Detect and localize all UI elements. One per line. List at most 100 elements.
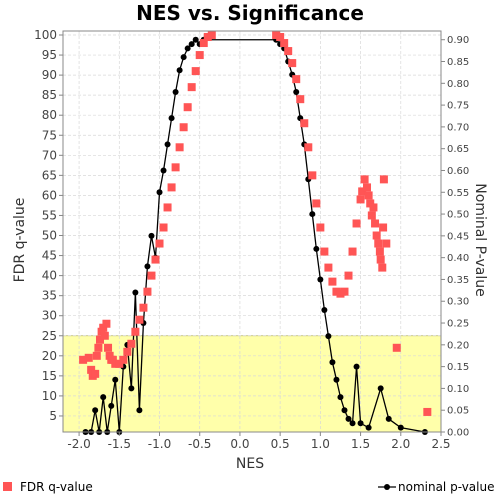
fdr-qvalue-point: [382, 239, 391, 248]
fdr-qvalue-point: [375, 247, 384, 256]
legend-pvalue-marker: [384, 484, 390, 490]
fdr-qvalue-point: [171, 163, 180, 172]
nominal-pvalue-point: [92, 407, 99, 414]
x-tick-label: 1.5: [351, 437, 370, 451]
y-right-tick-label: 0.10: [447, 384, 469, 395]
y-left-tick-label: 20: [42, 349, 57, 363]
y-right-tick-label: 0.80: [447, 79, 469, 90]
fdr-qvalue-point: [367, 211, 376, 220]
y-left-axis-ticks: 5 10 15 20 25 30 35 40 45 50 55 60 65 70 75 80 85 90 95 100: [34, 28, 63, 423]
fdr-qvalue-point: [369, 203, 378, 212]
fdr-qvalue-point: [423, 407, 432, 416]
y-right-tick-label: 0.20: [447, 340, 469, 351]
y-left-tick-label: 50: [42, 229, 57, 243]
x-tick-label: -0.5: [188, 437, 211, 451]
fdr-qvalue-point: [123, 347, 132, 356]
fdr-qvalue-point: [111, 359, 120, 368]
fdr-qvalue-point: [115, 359, 124, 368]
nominal-pvalue-point: [397, 424, 404, 431]
fdr-qvalue-point: [348, 247, 357, 256]
y-right-tick-label: 0.40: [447, 253, 469, 264]
y-right-tick-label: 0.15: [447, 362, 469, 373]
nominal-pvalue-point: [176, 67, 183, 74]
y-right-tick-label: 0.90: [447, 35, 469, 46]
y-right-tick-label: 0.65: [447, 144, 469, 155]
y-left-tick-label: 75: [42, 128, 57, 142]
fdr-qvalue-point: [207, 31, 216, 40]
x-tick-label: -1.0: [148, 437, 171, 451]
fdr-qvalue-point: [392, 343, 401, 352]
y-left-tick-label: 15: [42, 369, 57, 383]
fdr-qvalue-point: [378, 263, 387, 272]
nominal-pvalue-point: [192, 36, 199, 43]
fdr-qvalue-point: [108, 355, 117, 364]
nominal-pvalue-point: [293, 89, 300, 96]
nominal-pvalue-point: [341, 407, 348, 414]
fdr-qvalue-point: [288, 59, 297, 68]
legend-fdr-swatch: [3, 482, 12, 491]
fdr-qvalue-point: [97, 327, 106, 336]
fdr-qvalue-point: [296, 95, 305, 104]
y-left-tick-label: 60: [42, 188, 57, 202]
legend-fdr-label: FDR q-value: [20, 480, 93, 494]
x-axis-label: NES: [236, 456, 264, 472]
fdr-qvalue-point: [127, 339, 136, 348]
fdr-qvalue-point: [374, 239, 383, 248]
nominal-pvalue-point: [333, 376, 340, 383]
y-right-tick-label: 0.60: [447, 166, 469, 177]
nominal-pvalue-point: [132, 289, 139, 296]
fdr-qvalue-point: [332, 287, 341, 296]
fdr-qvalue-point: [371, 219, 380, 228]
nominal-pvalue-point: [353, 363, 360, 370]
fdr-qvalue-point: [195, 51, 204, 60]
fdr-qvalue-point: [328, 277, 337, 286]
plot-border: [62, 30, 442, 433]
y-right-axis-label: Nominal P-value: [472, 183, 488, 296]
fdr-qvalue-point: [167, 183, 176, 192]
nominal-pvalue-point: [164, 141, 171, 148]
fdr-qvalue-point: [308, 171, 317, 180]
fdr-qvalue-point: [151, 255, 160, 264]
y-right-axis-ticks: 0.00 0.05 0.10 0.15 0.20 0.25 0.30 0.35 0.40 0.45…: [441, 35, 469, 439]
y-right-tick-label: 0.30: [447, 297, 469, 308]
nominal-pvalue-point: [337, 394, 344, 401]
fdr-qvalue-point: [272, 31, 281, 40]
x-tick-label: 2.5: [431, 437, 450, 451]
fdr-qvalue-point: [91, 369, 100, 378]
x-tick-label: 0.0: [230, 437, 249, 451]
nominal-pvalue-point: [108, 402, 115, 409]
fdr-qvalue-point: [352, 219, 361, 228]
nominal-pvalue-point: [345, 415, 352, 422]
nominal-pvalue-point: [357, 420, 364, 427]
fdr-qvalue-point: [199, 39, 208, 48]
fdr-qvalue-point: [135, 315, 144, 324]
y-left-tick-label: 45: [42, 249, 57, 263]
nominal-pvalue-point: [100, 394, 107, 401]
fdr-qvalue-point: [292, 75, 301, 84]
y-right-tick-label: 0.00: [447, 428, 469, 439]
y-left-tick-label: 10: [42, 389, 57, 403]
nominal-pvalue-point: [313, 245, 320, 252]
fdr-qvalue-point: [104, 343, 113, 352]
fdr-qvalue-point: [143, 287, 152, 296]
y-left-axis-label: FDR q-value: [12, 198, 28, 283]
y-left-tick-label: 95: [42, 48, 57, 62]
y-right-tick-label: 0.25: [447, 319, 469, 330]
nominal-pvalue-point: [309, 211, 316, 218]
y-left-tick-label: 65: [42, 168, 57, 182]
fdr-qvalue-point: [320, 247, 329, 256]
fdr-qvalue-point: [87, 365, 96, 374]
fdr-qvalue-point: [84, 353, 93, 362]
fdr-qvalue-series: [79, 31, 432, 416]
nominal-pvalue-point: [325, 333, 332, 340]
fdr-qvalue-point: [358, 187, 367, 196]
nominal-pvalue-point: [321, 306, 328, 313]
fdr-qvalue-point: [203, 33, 212, 42]
fdr-qvalue-point: [139, 303, 148, 312]
fdr-qvalue-point: [179, 123, 188, 132]
x-tick-label: 2.0: [391, 437, 410, 451]
fdr-qvalue-point: [280, 39, 289, 48]
nominal-pvalue-point: [168, 115, 175, 122]
fdr-qvalue-point: [312, 199, 321, 208]
